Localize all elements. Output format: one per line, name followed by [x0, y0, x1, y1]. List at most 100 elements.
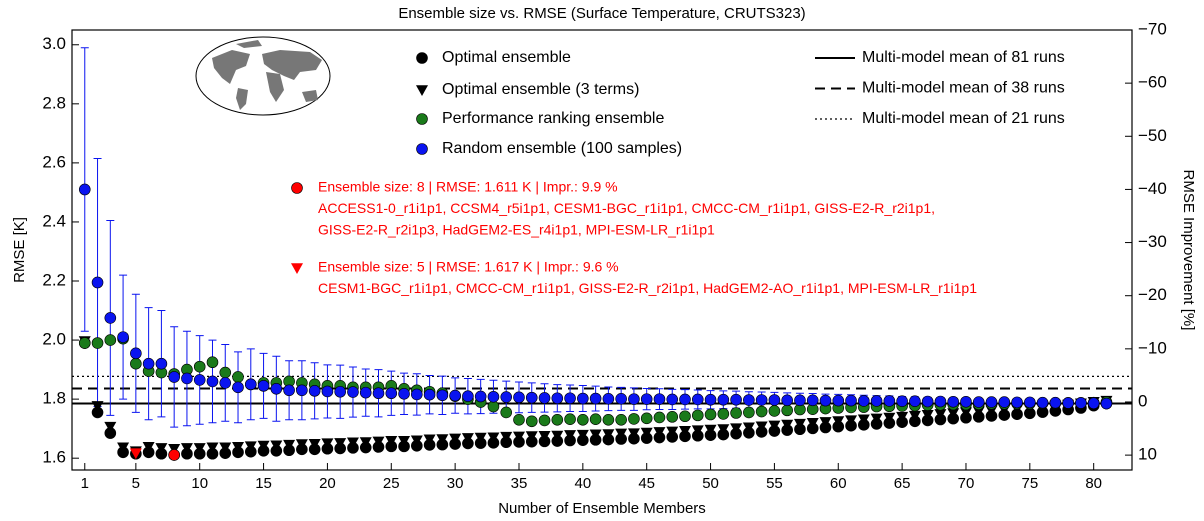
- data-point: [845, 394, 857, 407]
- data-point: [538, 414, 551, 427]
- data-point: [257, 380, 270, 392]
- data-point: [232, 381, 244, 394]
- data-point: [500, 406, 513, 419]
- annotation: Ensemble size: 5 | RMSE: 1.617 K | Impr.…: [318, 259, 619, 275]
- data-point: [832, 394, 845, 407]
- data-point: [206, 375, 219, 388]
- data-point: [244, 445, 257, 458]
- data-point: [436, 389, 449, 402]
- data-point: [1036, 396, 1049, 409]
- data-point: [998, 396, 1011, 408]
- data-point: [602, 393, 615, 405]
- data-point: [130, 357, 142, 370]
- x-tick-label: 60: [830, 475, 847, 492]
- data-point: [91, 401, 104, 412]
- data-point: [960, 411, 972, 424]
- data-point: [232, 446, 244, 459]
- x-tick-label: 30: [447, 475, 464, 492]
- data-point: [564, 434, 576, 447]
- legend-label: Optimal ensemble: [442, 49, 571, 66]
- x-tick-label: 1: [81, 475, 89, 492]
- data-point: [564, 392, 576, 405]
- data-point: [206, 447, 219, 460]
- y2-tick-label: −20: [1138, 285, 1167, 304]
- data-point: [960, 395, 972, 408]
- data-point: [155, 357, 168, 370]
- data-point: [130, 347, 142, 360]
- data-point: [411, 388, 423, 401]
- data-point: [181, 447, 193, 460]
- x-tick-label: 35: [511, 475, 528, 492]
- data-point: [691, 393, 704, 406]
- data-point: [794, 423, 806, 436]
- data-point: [193, 360, 206, 373]
- data-point: [359, 441, 372, 454]
- data-point: [347, 386, 359, 398]
- data-point: [781, 394, 793, 407]
- x-tick-label: 15: [255, 475, 272, 492]
- data-point: [768, 425, 781, 437]
- data-point: [104, 427, 117, 439]
- data-point: [985, 396, 998, 408]
- data-point: [193, 374, 206, 386]
- data-point: [628, 393, 640, 405]
- data-point: [270, 382, 283, 395]
- data-point: [653, 411, 666, 424]
- data-point: [717, 408, 730, 420]
- data-point: [615, 433, 627, 445]
- legend-label: Multi-model mean of 81 runs: [862, 49, 1065, 66]
- data-point: [819, 394, 832, 407]
- data-point: [564, 413, 576, 426]
- data-point: [743, 426, 755, 439]
- data-point: [819, 421, 832, 434]
- y-tick-label: 2.4: [42, 211, 66, 230]
- y-tick-label: 2.6: [42, 152, 66, 171]
- data-point: [283, 444, 295, 457]
- data-point: [500, 391, 513, 403]
- data-point: [589, 413, 602, 426]
- y2-tick-label: −10: [1138, 338, 1167, 357]
- data-point: [449, 389, 461, 402]
- x-tick-label: 10: [191, 475, 208, 492]
- data-point: [947, 395, 960, 408]
- data-point: [640, 432, 653, 444]
- x-tick-label: 25: [383, 475, 400, 492]
- data-point: [321, 442, 334, 455]
- data-point: [870, 395, 883, 407]
- data-point: [972, 411, 985, 423]
- data-point: [602, 433, 615, 446]
- data-point: [551, 413, 564, 426]
- legend-marker: [416, 85, 428, 96]
- data-point: [1100, 397, 1113, 410]
- highlight-point: [168, 449, 180, 461]
- y2-tick-label: 0: [1138, 391, 1147, 410]
- y2-tick-label: −30: [1138, 232, 1167, 251]
- data-point: [743, 406, 755, 419]
- data-point: [270, 445, 283, 457]
- data-point: [385, 440, 398, 453]
- data-point: [602, 413, 615, 426]
- chart-title: Ensemble size vs. RMSE (Surface Temperat…: [398, 5, 805, 22]
- legend-label: Multi-model mean of 21 runs: [862, 110, 1065, 127]
- data-point: [398, 388, 410, 400]
- data-point: [768, 394, 781, 406]
- data-point: [155, 447, 168, 460]
- annotation-marker: [291, 182, 303, 194]
- data-point: [781, 404, 793, 417]
- data-point: [589, 392, 602, 405]
- plot-frame: [71, 29, 1133, 471]
- data-point: [755, 426, 768, 438]
- data-point: [411, 439, 423, 452]
- x-axis-label: Number of Ensemble Members: [498, 500, 706, 517]
- x-tick-label: 75: [1021, 475, 1038, 492]
- data-point: [704, 429, 717, 441]
- data-point: [487, 437, 500, 449]
- data-point: [679, 410, 691, 423]
- data-point: [168, 371, 180, 383]
- y2-axis-label: RMSE Improvement [%]: [1180, 170, 1197, 331]
- annotation: CESM1-BGC_r1i1p1, CMCC-CM_r1i1p1, GISS-E…: [318, 280, 977, 296]
- data-point: [104, 334, 117, 346]
- data-point: [691, 429, 704, 442]
- highlight-point: [129, 448, 142, 460]
